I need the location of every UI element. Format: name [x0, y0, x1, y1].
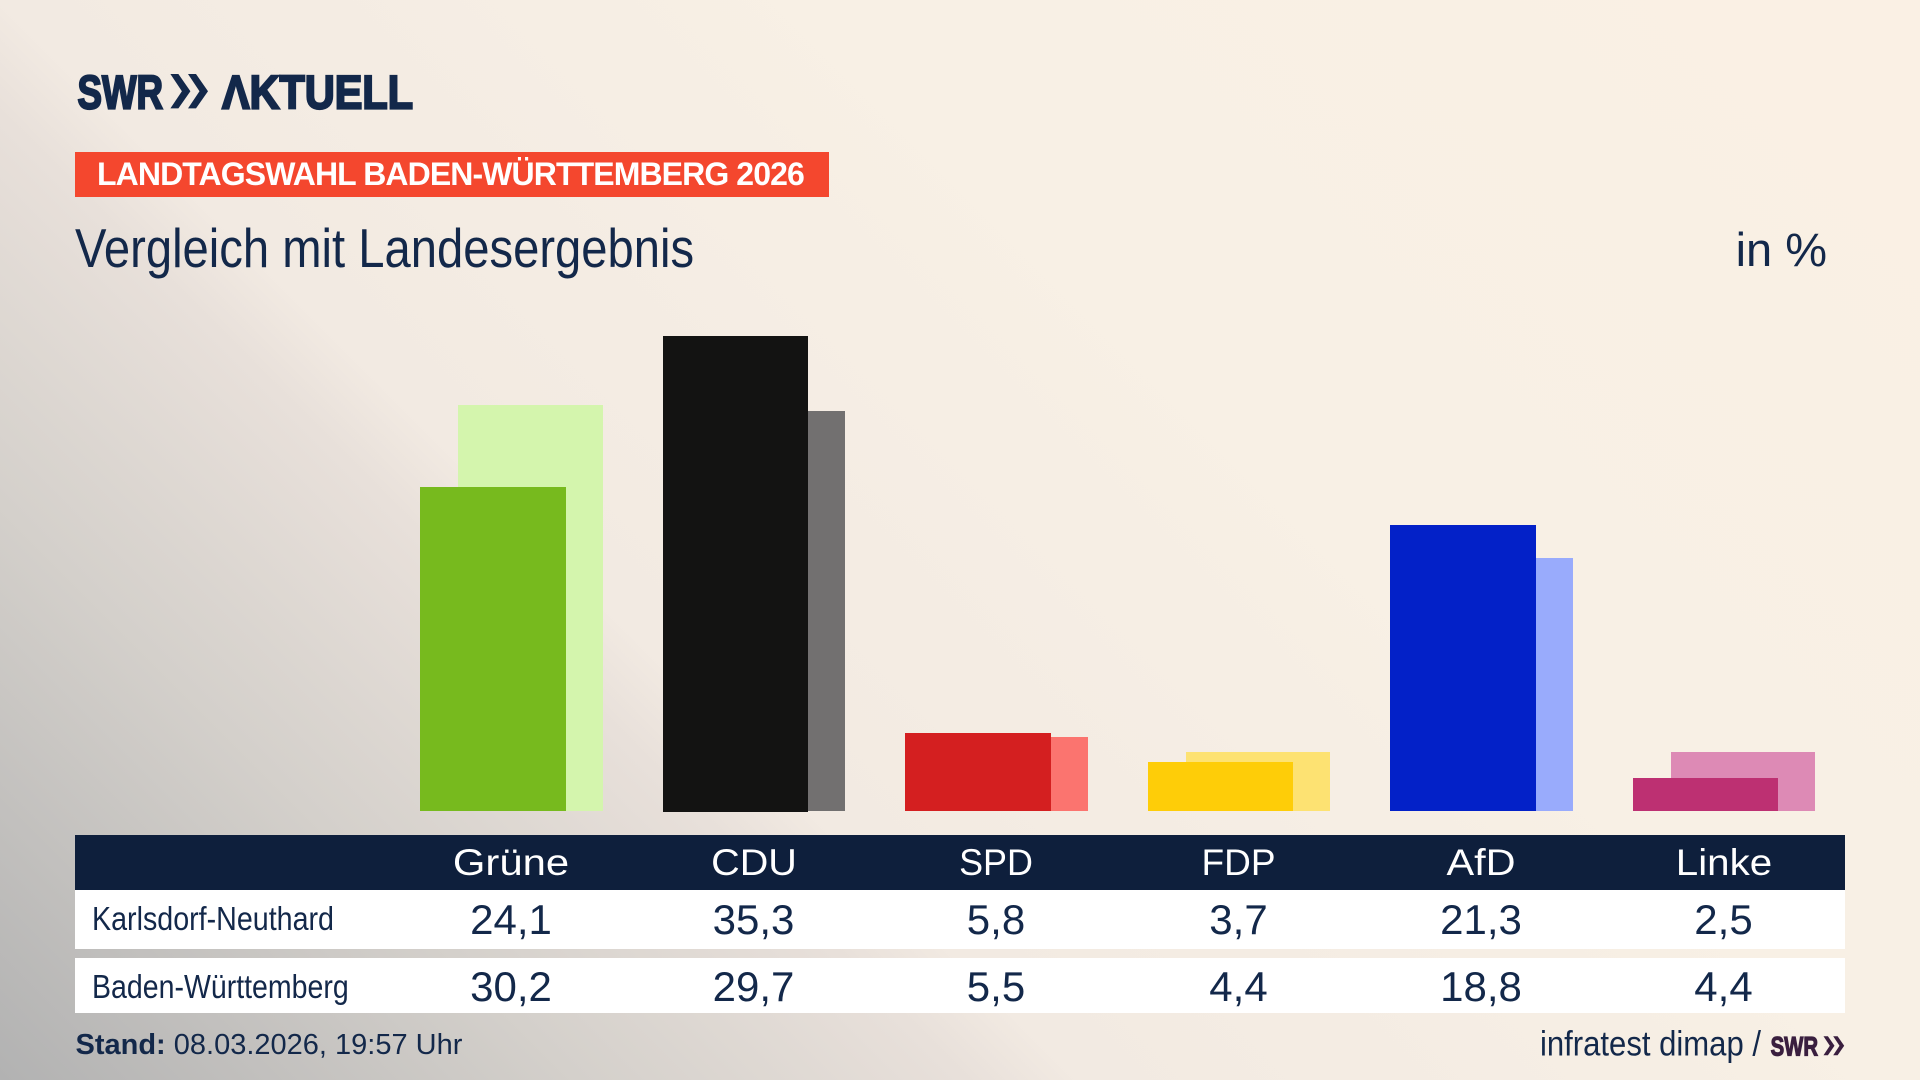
svg-text:infratest dimap /: infratest dimap /: [1540, 1024, 1761, 1063]
svg-text:SWR: SWR: [78, 70, 164, 116]
svg-text:ΛKTUELL: ΛKTUELL: [222, 70, 413, 116]
svg-text:SWR: SWR: [1771, 1031, 1819, 1061]
